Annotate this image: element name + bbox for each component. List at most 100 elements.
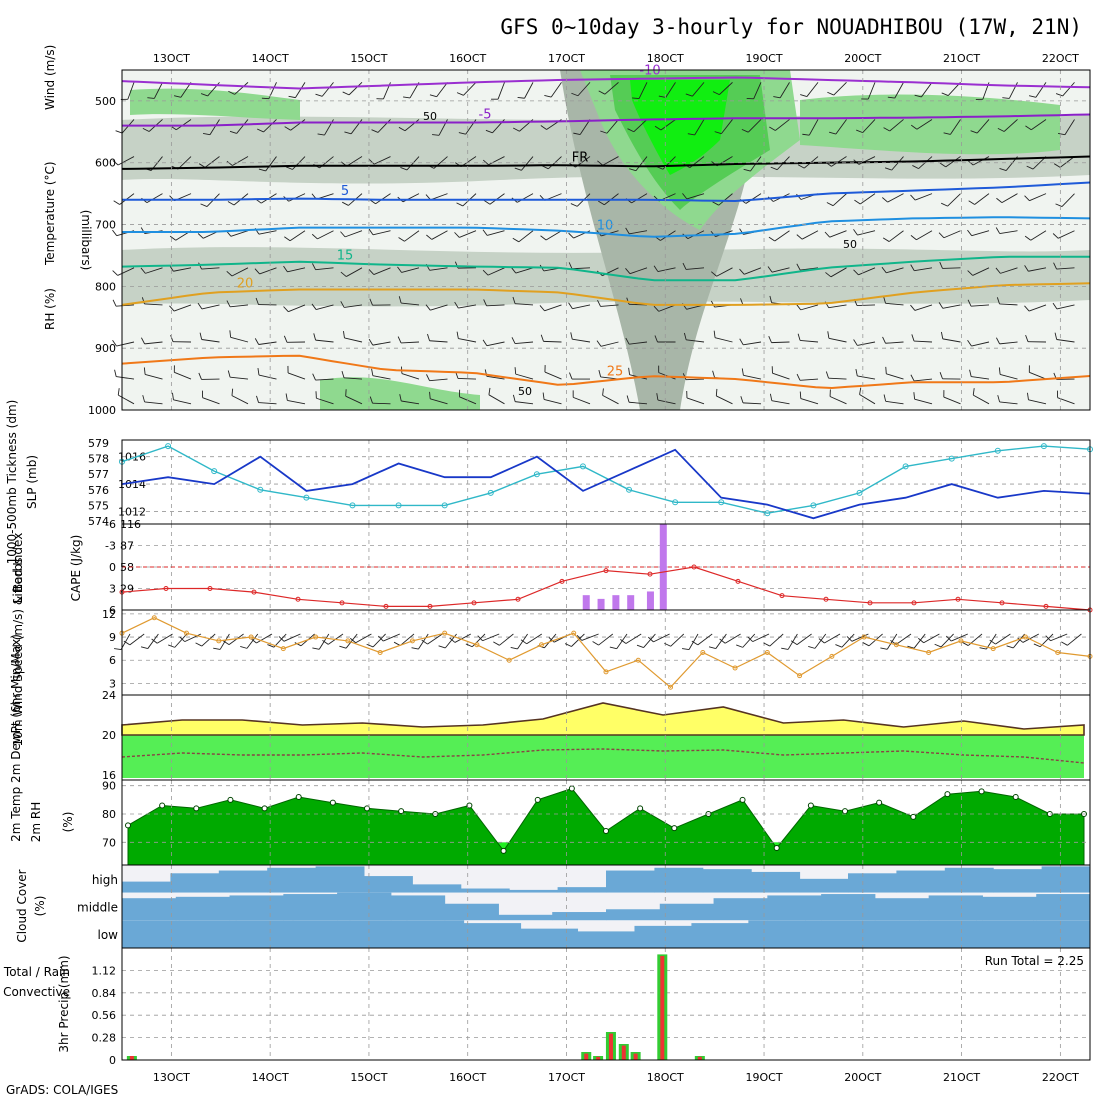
surface-barb-flag: [465, 643, 473, 648]
wind-barb-flag: [1052, 302, 1058, 310]
wind-barb-flag: [288, 95, 296, 99]
wind-barb-flag: [226, 160, 233, 166]
wind-barb-flag: [483, 200, 491, 205]
wind-barb-flag: [398, 126, 406, 132]
x-tick-bottom-20OCT: 20OCT: [844, 1071, 881, 1084]
wind-barb-flag: [767, 266, 773, 273]
temp2m-tick-20: 20: [102, 729, 116, 742]
wind-barb-flag: [488, 387, 491, 395]
wind-barb-flag: [797, 164, 805, 169]
wind-barb: [429, 340, 448, 343]
wind-barb: [517, 193, 534, 203]
surface-barb: [256, 633, 273, 644]
wind-barb-flag: [400, 167, 408, 171]
temp2m-tick-24: 24: [102, 689, 116, 702]
wind-barb: [486, 341, 505, 347]
wind-barb: [258, 374, 277, 380]
wind-tick-12: 12: [102, 608, 116, 621]
wind-point: [1022, 634, 1028, 640]
wind-barb-flag: [653, 265, 659, 272]
precip-ylabel: 3hr Precip (mm): [57, 955, 71, 1052]
wind-barb-flag: [714, 131, 722, 135]
x-tick-top-19OCT: 19OCT: [746, 52, 783, 65]
wind-point: [700, 650, 706, 655]
wind-barb: [202, 397, 220, 405]
wind-barb: [579, 119, 591, 135]
wind-barb: [458, 338, 477, 343]
temp2m-area: [121, 702, 1085, 736]
cloud-high-bar: [751, 871, 801, 893]
wind-barb-flag: [938, 232, 945, 239]
wind-barb: [315, 339, 334, 343]
wind-barb: [831, 156, 847, 167]
wind-point: [797, 673, 803, 679]
cloud-middle-bar: [498, 914, 553, 921]
wind-barb: [287, 267, 306, 273]
lifted-tick--3: -3: [105, 540, 116, 553]
thickness-point: [165, 443, 172, 450]
wind-barb: [259, 267, 277, 275]
wind-barb: [721, 119, 733, 134]
wind-barb: [287, 399, 306, 405]
wind-barb-flag: [626, 395, 630, 403]
wind-barb: [973, 394, 990, 405]
wind-barb: [743, 402, 762, 405]
wind-barb: [486, 375, 505, 380]
precip-convective-bar: [697, 1056, 702, 1060]
cloud-low-bar: [634, 925, 692, 948]
surface-barb-flag: [576, 634, 583, 641]
wind-barb-flag: [257, 368, 260, 376]
temp2m-ylabel: 2m Temp 2m DewPt (6hr Min/Max): [9, 634, 23, 842]
wind-barb: [971, 341, 990, 347]
thickness-line: [121, 445, 1091, 514]
surface-barb-flag: [339, 645, 347, 649]
wind-barb: [685, 378, 705, 381]
surface-barb-flag: [682, 648, 690, 651]
surface-barb: [482, 633, 500, 642]
wind-barb-flag: [769, 126, 776, 131]
wind-barb: [835, 119, 847, 135]
wind-barb-flag: [514, 367, 517, 375]
rh2m-point: [1012, 794, 1019, 800]
wind-barb-flag: [796, 263, 801, 271]
wind-barb-flag: [1024, 265, 1029, 272]
wind-barb: [515, 341, 534, 345]
wind-barb: [1030, 230, 1047, 241]
wind-barb-flag: [114, 369, 117, 377]
wind-barb: [806, 82, 819, 97]
cape-bar: [659, 524, 667, 610]
surface-barb: [1022, 633, 1040, 643]
wind-barb: [524, 82, 534, 99]
y-tick-900: 900: [95, 342, 116, 355]
surface-barb: [824, 633, 841, 644]
wind-barb: [345, 395, 363, 405]
cloud-middle-bar: [229, 895, 284, 921]
wind-barb-flag: [740, 396, 744, 404]
wind-barb-flag: [283, 306, 289, 312]
wind-barb-flag: [199, 332, 203, 340]
wind-barb: [779, 82, 790, 99]
wind-barb: [401, 267, 420, 273]
surface-barb-flag: [961, 641, 969, 646]
wind-frame: [121, 609, 1091, 696]
wind-barb: [232, 156, 249, 166]
wind-barb: [858, 267, 876, 276]
lifted-tick-3: 3: [109, 583, 116, 596]
wind-barb-flag: [856, 129, 863, 134]
surface-barb: [995, 633, 1011, 645]
wind-barb-flag: [368, 158, 375, 165]
wind-barb-flag: [456, 92, 464, 96]
wind-barb: [404, 119, 420, 132]
wind-barb-flag: [454, 301, 459, 309]
wind-barb: [430, 193, 448, 201]
surface-barb: [1050, 633, 1068, 642]
wind-barb-flag: [600, 130, 608, 134]
wind-barb: [258, 341, 277, 345]
wind-barb: [716, 267, 733, 277]
wind-barb-flag: [317, 133, 325, 136]
wind-barb: [146, 193, 163, 204]
isotherm--5: [122, 113, 1091, 127]
wind-barb: [231, 395, 249, 405]
surface-barb: [841, 633, 855, 648]
wind-barb-flag: [112, 160, 119, 166]
